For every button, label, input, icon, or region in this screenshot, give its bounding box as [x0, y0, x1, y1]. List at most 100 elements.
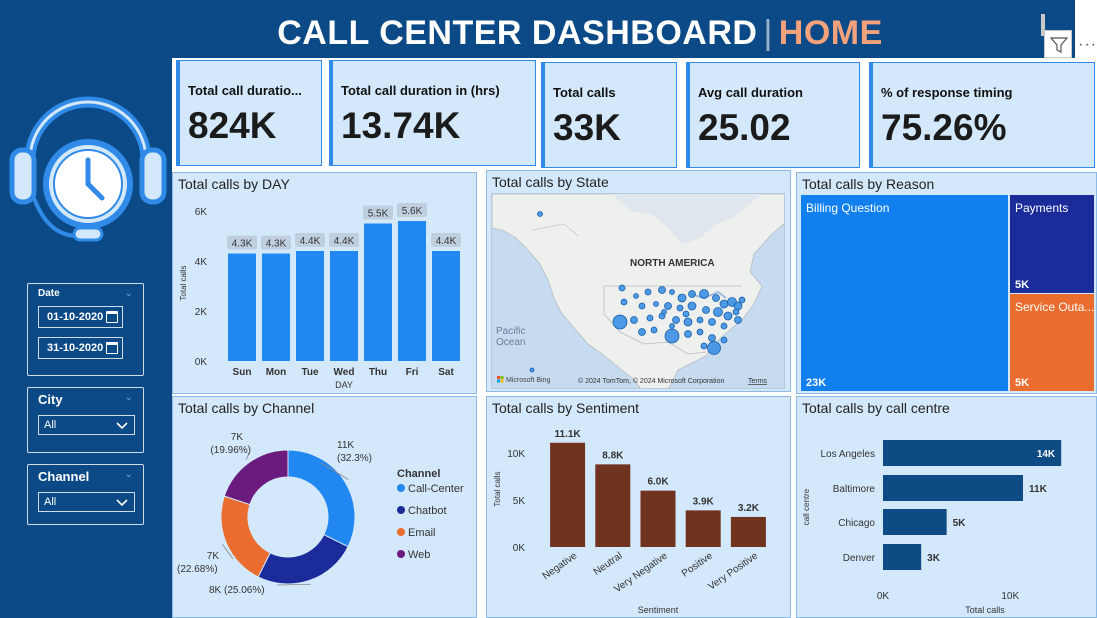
x-tick-label: Sun	[233, 367, 252, 378]
legend-marker	[397, 506, 405, 514]
channel-donut-panel[interactable]: Total calls by Channel 11K (32.3%) 8K (25.…	[172, 396, 477, 618]
north-america-label: NORTH AMERICA	[630, 258, 715, 269]
map-bubble	[723, 311, 733, 321]
map-bubble	[687, 301, 697, 311]
data-label: 11K	[337, 440, 354, 451]
date-slicer[interactable]: Date ⌄ 01-10-2020 31-10-2020	[27, 283, 144, 376]
chevron-down-icon[interactable]: ⌄	[124, 288, 133, 299]
y-axis-label: Total calls	[493, 471, 502, 506]
x-axis-label: Total calls	[965, 605, 1005, 615]
x-tick-label: Fri	[406, 367, 419, 378]
kpi-label: % of response timing	[881, 85, 1013, 100]
map-bubble	[738, 296, 746, 304]
start-date-input[interactable]: 01-10-2020	[38, 306, 123, 328]
map-bubble	[720, 336, 728, 344]
headset-clock-icon	[9, 96, 167, 242]
x-tick-label: Sat	[438, 367, 454, 378]
treemap-tile-payments[interactable]: Payments 5K	[1010, 195, 1094, 293]
reason-treemap-panel[interactable]: Total calls by Reason Billing Question 2…	[796, 172, 1097, 394]
data-label: 14K	[1037, 449, 1056, 460]
sentiment-chart-panel[interactable]: Total calls by Sentiment 0K 5K 10K Total ca…	[486, 396, 791, 618]
chevron-down-icon	[116, 422, 128, 430]
legend-title: Channel	[397, 468, 440, 480]
kpi-card[interactable]: % of response timing 75.26%	[869, 62, 1095, 168]
data-label: 4.4K	[334, 236, 355, 247]
ocean-label: Pacific	[496, 326, 525, 337]
start-date-value: 01-10-2020	[47, 311, 104, 323]
chevron-down-icon[interactable]: ⌄	[124, 392, 133, 403]
treemap-tile-value: 5K	[1015, 279, 1030, 291]
centre-bar-chart: Los Angeles 14K Baltimore 11K Chicago 5K Denve…	[802, 440, 1062, 615]
channel-dropdown[interactable]: All	[38, 492, 135, 512]
map-bubble	[661, 309, 667, 315]
channel-dropdown-value: All	[44, 496, 57, 508]
legend-item: Web	[408, 549, 430, 561]
data-label-bg	[227, 235, 257, 250]
filter-button[interactable]	[1044, 30, 1072, 58]
kpi-label: Total calls	[553, 85, 616, 100]
day-chart-title: Total calls by DAY	[178, 176, 290, 192]
city-dropdown[interactable]: All	[38, 415, 135, 435]
channel-slicer[interactable]: Channel ⌄ All	[27, 464, 144, 525]
y-tick-label: 5K	[513, 496, 526, 507]
map-terms-link[interactable]: Terms	[748, 378, 768, 385]
state-bubble-map[interactable]: NORTH AMERICA Pacific Ocean Microsoft Bi…	[491, 193, 785, 389]
title-separator: |	[763, 14, 773, 52]
legend-item: Chatbot	[408, 505, 447, 517]
map-canvas: NORTH AMERICA Pacific Ocean Microsoft Bi…	[492, 194, 784, 388]
centre-chart-panel[interactable]: Total calls by call centre Los Angeles 14…	[796, 396, 1097, 618]
bar	[550, 442, 586, 547]
bing-brand-label: Microsoft Bing	[506, 377, 550, 384]
map-bubble	[713, 307, 723, 317]
legend-item: Email	[408, 527, 436, 539]
x-tick-label: Wed	[334, 367, 355, 378]
y-tick-label: Denver	[843, 553, 876, 564]
y-axis-label: Total calls	[179, 265, 188, 300]
treemap-tile-service-outage[interactable]: Service Outa... 5K	[1010, 294, 1094, 391]
treemap-tile-billing[interactable]: Billing Question 23K	[801, 195, 1008, 391]
data-label-pct: (32.3%)	[337, 453, 372, 464]
data-label: 4.3K	[266, 239, 287, 250]
header-bar: CALL CENTER DASHBOARD | HOME	[0, 0, 1075, 58]
kpi-card[interactable]: Total calls 33K	[541, 62, 677, 168]
map-bubble	[719, 299, 729, 309]
bar	[330, 251, 358, 361]
x-tick-label: Positive	[680, 550, 715, 579]
calendar-icon[interactable]	[106, 342, 118, 354]
data-label: 7K	[231, 432, 244, 443]
end-date-input[interactable]: 31-10-2020	[38, 337, 123, 359]
kpi-label: Total call duration in (hrs)	[341, 83, 500, 98]
x-axis-label: Sentiment	[638, 605, 679, 615]
data-label: 5.6K	[402, 206, 423, 217]
data-label-bg	[397, 203, 427, 217]
data-label: 5K	[953, 518, 967, 529]
treemap-tile-label: Service Outa...	[1015, 300, 1095, 314]
map-bubble	[618, 284, 626, 292]
map-bubble	[669, 323, 675, 329]
calendar-icon[interactable]	[106, 311, 118, 323]
data-label: 8.8K	[602, 450, 624, 461]
chevron-down-icon[interactable]: ⌄	[124, 469, 133, 480]
legend-marker	[397, 484, 405, 492]
data-label: 4.4K	[436, 236, 457, 247]
day-chart-panel[interactable]: Total calls by DAY 0K 2K 4K 6K Total calls 4.…	[172, 172, 477, 394]
border-lines	[531, 223, 579, 237]
map-bubble	[688, 290, 696, 298]
state-map-panel[interactable]: Total calls by State NORTH AMERICA Pacif…	[486, 170, 791, 392]
bar	[685, 510, 721, 547]
map-bubble	[708, 334, 716, 342]
x-tick-label: Mon	[266, 367, 287, 378]
great-lakes-shape	[689, 290, 727, 300]
kpi-value: 75.26%	[881, 107, 1007, 148]
data-label: 6.0K	[647, 477, 669, 488]
data-label: 7K	[207, 551, 220, 562]
city-slicer[interactable]: City ⌄ All	[27, 387, 144, 453]
map-bubble	[646, 314, 654, 322]
kpi-card[interactable]: Total call duration in (hrs) 13.74K	[329, 60, 536, 166]
more-options-icon[interactable]: ···	[1078, 36, 1097, 53]
kpi-card[interactable]: Avg call duration 25.02	[686, 62, 860, 168]
reason-treemap-title: Total calls by Reason	[802, 176, 935, 192]
map-bubble	[677, 293, 687, 303]
kpi-card[interactable]: Total call duratio... 824K	[176, 60, 322, 166]
bar	[883, 440, 1062, 466]
